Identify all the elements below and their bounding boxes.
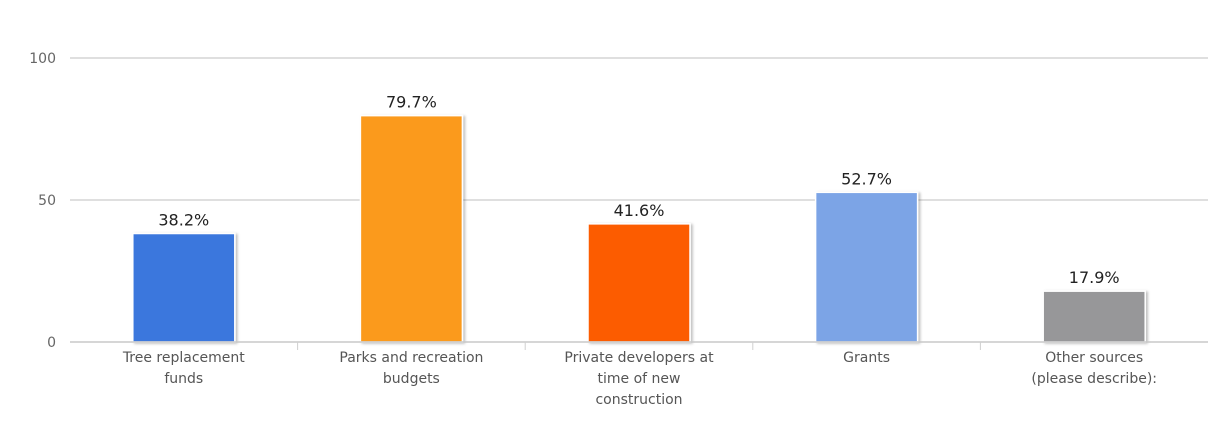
data-label: 38.2% — [158, 211, 209, 230]
bar — [814, 191, 919, 343]
y-axis-ticks: 0 50 100 — [29, 51, 56, 351]
data-label: 41.6% — [614, 201, 665, 220]
data-label: 79.7% — [386, 93, 437, 112]
x-category-label: Tree replacement — [122, 350, 245, 366]
x-category-label: time of new — [598, 371, 681, 387]
gridlines — [70, 57, 1208, 201]
x-category-label: Parks and recreation — [339, 350, 483, 366]
bar — [359, 114, 464, 343]
bar — [1042, 290, 1146, 343]
data-label: 17.9% — [1069, 268, 1120, 287]
x-category-label: construction — [595, 392, 682, 408]
bar — [132, 232, 236, 343]
y-tick-label: 50 — [38, 193, 56, 209]
bar — [587, 223, 691, 343]
data-label: 52.7% — [841, 169, 892, 188]
x-category-label: Other sources — [1045, 350, 1143, 366]
data-labels: 38.2% 79.7% 41.6% 52.7% 17.9% — [158, 93, 1119, 288]
x-category-label: Private developers at — [564, 350, 714, 366]
x-axis — [70, 341, 1208, 350]
bars — [132, 114, 1146, 343]
x-category-label: funds — [164, 371, 203, 387]
x-category-label: (please describe): — [1031, 371, 1157, 387]
x-category-label: Grants — [843, 350, 890, 366]
y-tick-label: 0 — [47, 335, 56, 351]
y-tick-label: 100 — [29, 51, 56, 67]
x-category-label: budgets — [383, 371, 440, 387]
category-labels: Tree replacement funds Parks and recreatio… — [122, 350, 1157, 408]
